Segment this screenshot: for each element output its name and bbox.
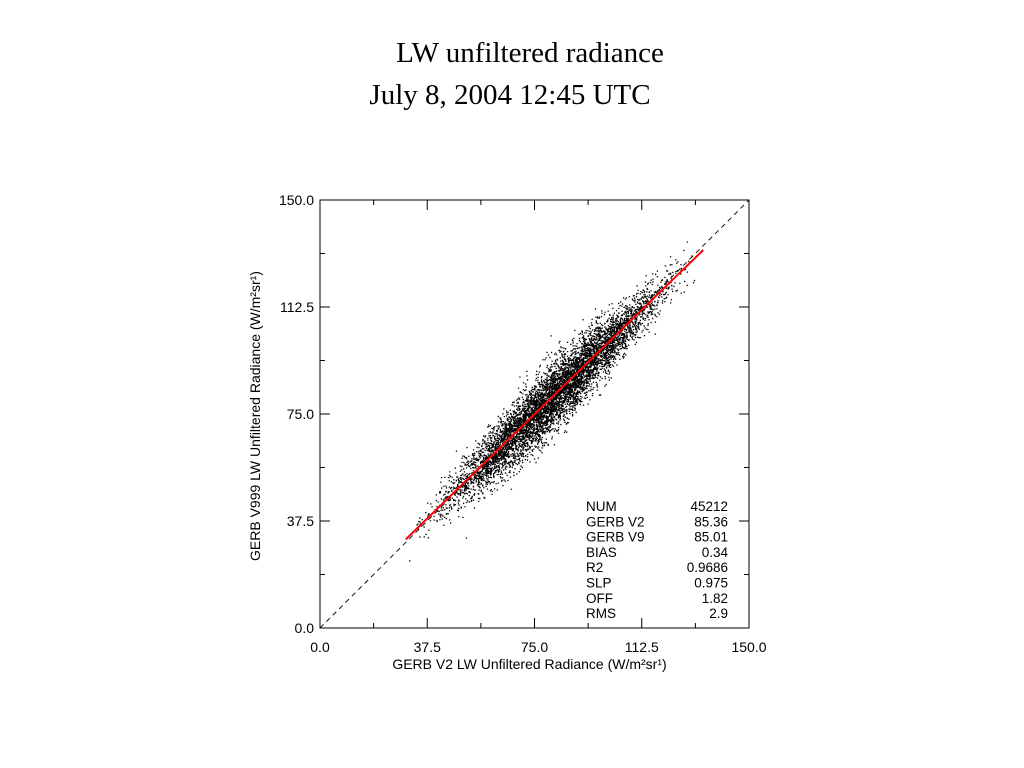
- y-tick-label: 150.0: [279, 192, 314, 208]
- stats-value: 2.9: [709, 606, 728, 621]
- one-to-one-reference-line: [319, 199, 750, 629]
- scatter-point-cloud: [409, 241, 696, 562]
- slide-title-line1: LW unfiltered radiance: [396, 37, 664, 69]
- stats-value: 0.34: [702, 545, 729, 560]
- x-tick-label: 150.0: [731, 639, 766, 655]
- regression-fit-line: [405, 249, 704, 541]
- stats-label: NUM: [586, 499, 617, 514]
- stats-value: 85.36: [694, 514, 728, 529]
- stats-label: GERB V9: [586, 530, 645, 545]
- y-tick-label: 75.0: [287, 406, 314, 422]
- scatter-points: [409, 241, 696, 562]
- stats-value: 45212: [690, 499, 728, 514]
- axis-ticks: [319, 199, 750, 629]
- stats-label: RMS: [586, 606, 616, 621]
- axis-tick-labels: 0.0 37.5 75.0 112.5 150.0 0.0 37.5 75.0 112.5 150…: [279, 192, 767, 655]
- stats-label: R2: [586, 560, 603, 575]
- stats-box: NUM 45212 GERB V2 85.36 GERB V9 85.01 BIAS 0.34…: [586, 499, 728, 621]
- y-tick-label: 37.5: [287, 513, 314, 529]
- y-tick-label: 0.0: [295, 620, 315, 636]
- stats-value: 85.01: [694, 530, 728, 545]
- x-tick-label: 37.5: [414, 639, 441, 655]
- stats-value: 0.9686: [687, 560, 728, 575]
- x-axis-label: GERB V2 LW Unfiltered Radiance (W/m²sr¹): [392, 656, 666, 672]
- stats-value: 1.82: [702, 591, 728, 606]
- stats-label: SLP: [586, 576, 612, 591]
- stats-label: OFF: [586, 591, 613, 606]
- chart-lines: [319, 199, 750, 629]
- y-tick-label: 112.5: [280, 299, 314, 315]
- stats-label: BIAS: [586, 545, 617, 560]
- stats-value: 0.975: [694, 576, 728, 591]
- x-tick-label: 0.0: [310, 639, 330, 655]
- stats-label: GERB V2: [586, 514, 645, 529]
- y-axis-label: GERB V999 LW Unfiltered Radiance (W/m²sr…: [247, 271, 263, 561]
- x-tick-label: 112.5: [625, 639, 659, 655]
- x-tick-label: 75.0: [521, 639, 548, 655]
- slide-title-line2: July 8, 2004 12:45 UTC: [369, 79, 651, 111]
